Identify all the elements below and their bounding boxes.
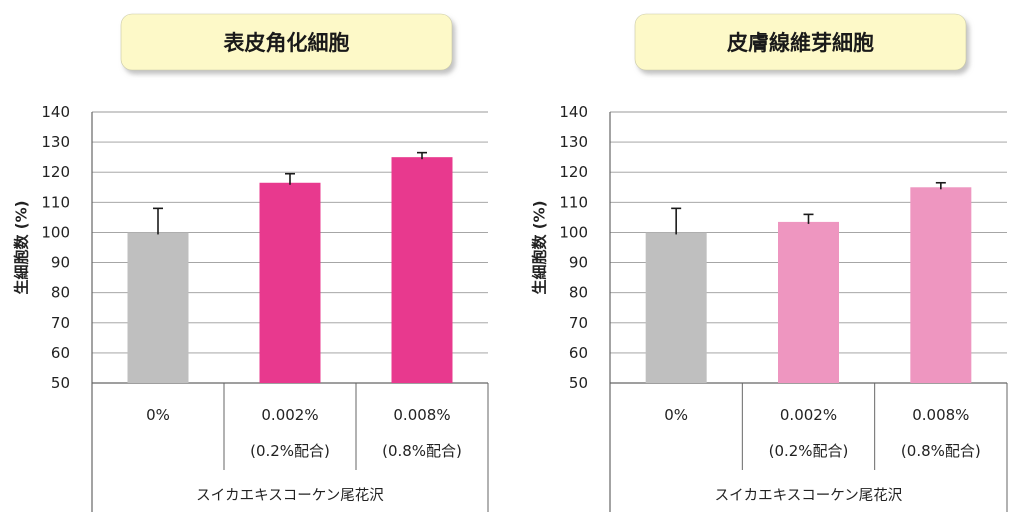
y-tick-label: 140: [41, 103, 70, 121]
y-tick-label: 90: [51, 254, 70, 272]
category-sublabel: (0.2%配合): [250, 442, 330, 460]
bar-2: [778, 221, 839, 383]
y-tick-label: 140: [559, 103, 588, 121]
bar-3: [910, 187, 972, 383]
category-sublabel: (0.8%配合): [382, 442, 462, 460]
group-label: スイカエキスコーケン尾花沢: [715, 487, 903, 504]
chart-title-box: [120, 13, 453, 71]
y-tick-label: 70: [569, 314, 588, 332]
bar-2: [259, 182, 321, 383]
category-label: 0.002%: [261, 406, 318, 424]
y-tick-label: 60: [569, 344, 588, 362]
y-tick-label: 120: [41, 163, 70, 181]
chart-title: 皮膚線維芽細胞: [727, 31, 874, 55]
bar-1: [127, 232, 189, 383]
category-sublabel: (0.8%配合): [901, 442, 981, 460]
category-label: 0.008%: [393, 406, 450, 424]
chart-panel-1: 表皮角化細胞 50 60 70 80 90 100 110 120 130 140 生細胞数 (%) 0…: [13, 13, 489, 512]
y-tick-label: 50: [569, 374, 588, 392]
category-sublabel: (0.2%配合): [769, 442, 849, 460]
bar-3: [391, 157, 453, 383]
y-tick-label: 80: [569, 284, 588, 302]
y-tick-label: 70: [51, 314, 70, 332]
y-tick-label: 100: [559, 223, 588, 241]
chart-panel-2: 皮膚線維芽細胞 50 60 70 80 90 100 110 120 130 140 生細胞数 (%)…: [531, 13, 1008, 512]
y-tick-label: 130: [559, 133, 588, 151]
y-tick-label: 110: [41, 193, 70, 211]
category-label: 0.008%: [912, 406, 969, 424]
y-tick-label: 80: [51, 284, 70, 302]
y-tick-label: 60: [51, 344, 70, 362]
category-label: 0%: [146, 406, 170, 424]
y-axis-label: 生細胞数 (%): [531, 201, 549, 295]
y-axis-label: 生細胞数 (%): [13, 201, 31, 295]
y-tick-label: 50: [51, 374, 70, 392]
y-tick-label: 130: [41, 133, 70, 151]
y-tick-label: 90: [569, 254, 588, 272]
y-tick-label: 100: [41, 223, 70, 241]
y-tick-label: 110: [559, 193, 588, 211]
category-label: 0.002%: [780, 406, 837, 424]
y-tick-label: 120: [559, 163, 588, 181]
chart-title: 表皮角化細胞: [224, 31, 350, 55]
group-label: スイカエキスコーケン尾花沢: [196, 487, 384, 504]
bar-1: [645, 232, 707, 383]
chart-title-box: [634, 13, 967, 71]
category-label: 0%: [664, 406, 688, 424]
